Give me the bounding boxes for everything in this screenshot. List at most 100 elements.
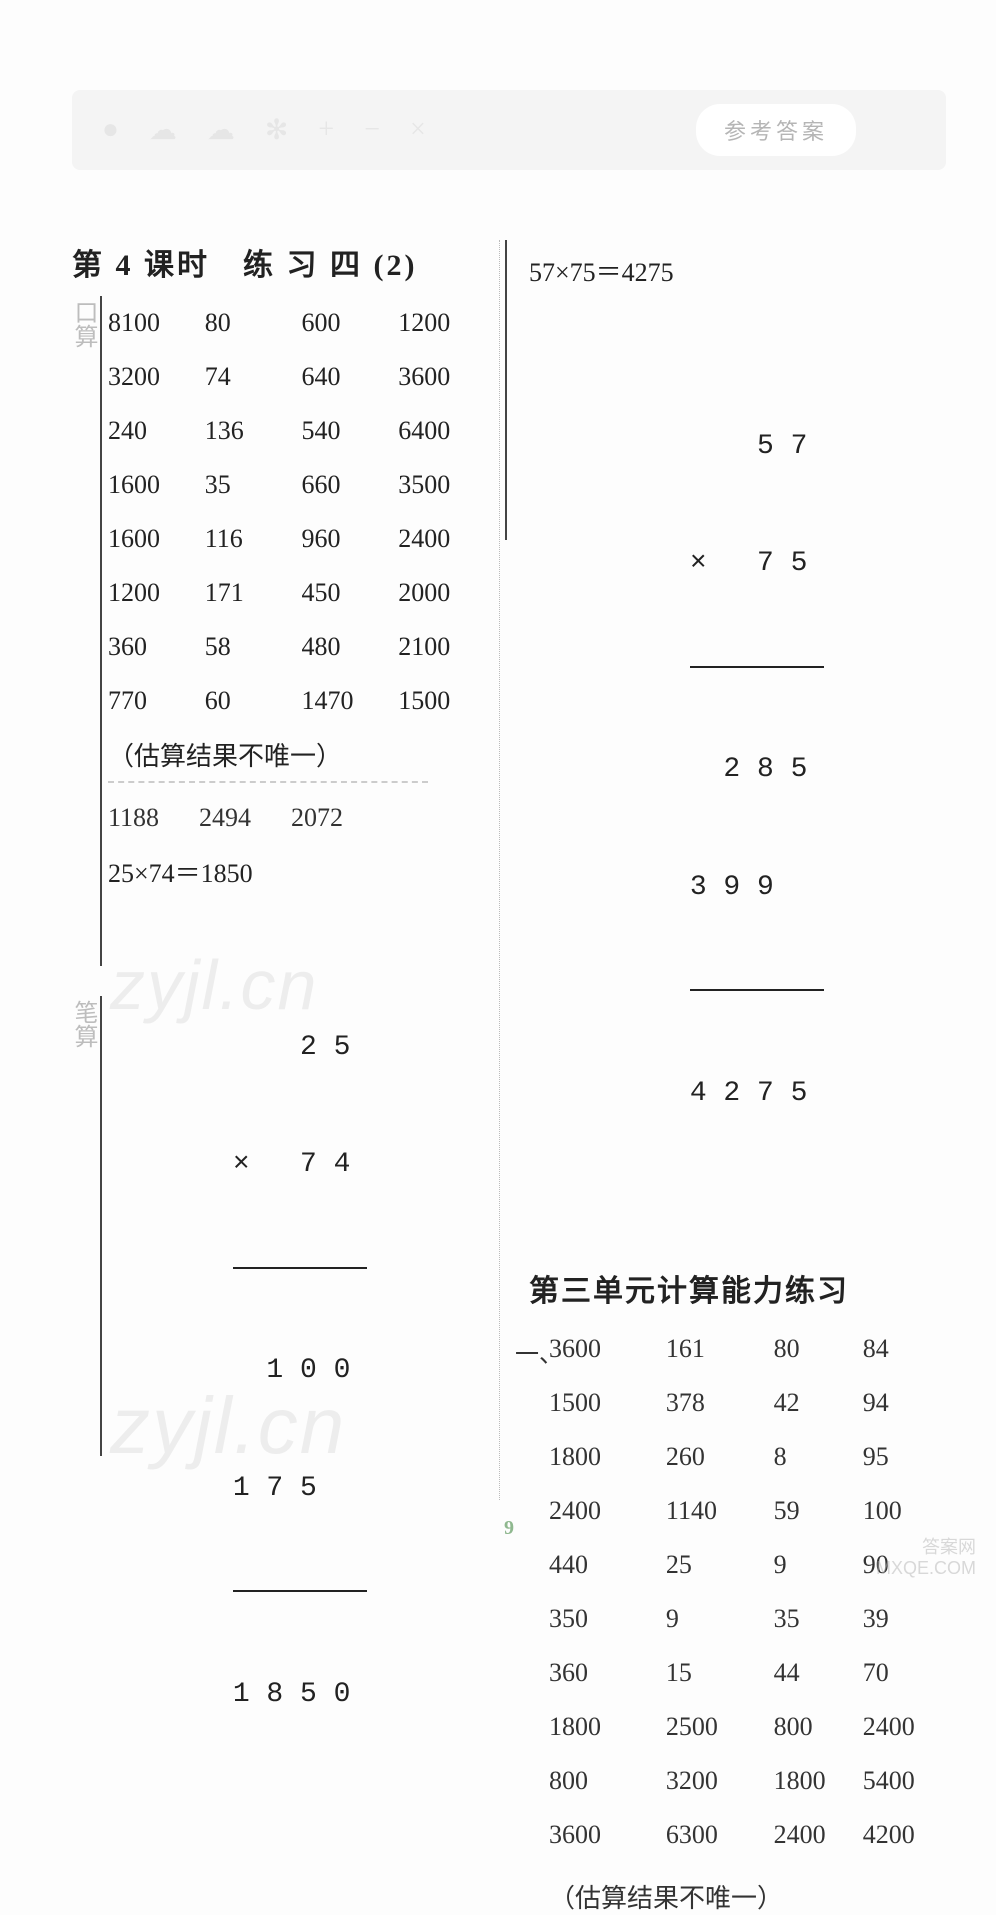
grid-cell: 1500 <box>398 686 489 716</box>
grid-cell: 1500 <box>549 1388 660 1418</box>
grid-cell: 80 <box>774 1334 857 1364</box>
grid-cell: 240 <box>108 416 199 446</box>
grid-cell: 94 <box>863 1388 946 1418</box>
grid-cell: 39 <box>863 1604 946 1634</box>
corner-wm-line: 答案网 <box>876 1537 976 1559</box>
column-divider <box>499 240 500 1500</box>
grid-cell: 360 <box>549 1658 660 1688</box>
header-pill: 参考答案 <box>696 104 856 156</box>
grid-cell: 5400 <box>863 1766 946 1796</box>
mult-top: 2 5 <box>233 1028 367 1067</box>
mult-line <box>690 989 824 991</box>
corner-watermark: 答案网 MXQE.COM <box>876 1537 976 1580</box>
mult-result: 4 2 7 5 <box>690 1074 824 1113</box>
grid-cell: 2400 <box>549 1496 660 1526</box>
bisuan-label: 笔算 <box>66 1000 101 1048</box>
bisuan-bar <box>100 996 102 1456</box>
grid-cell: 378 <box>666 1388 768 1418</box>
mult-times: × 7 4 <box>233 1145 367 1184</box>
grid-cell: 450 <box>302 578 393 608</box>
grid-cell: 1600 <box>108 470 199 500</box>
grid-cell: 3600 <box>549 1334 660 1364</box>
grid-cell: 2400 <box>863 1712 946 1742</box>
written-val: 2494 <box>199 803 251 833</box>
grid-cell: 1200 <box>108 578 199 608</box>
unit-title: 第三单元计算能力练习 <box>529 1266 946 1310</box>
cloud-icon: ☁ <box>149 113 177 147</box>
grid-cell: 35 <box>205 470 296 500</box>
long-mult-2: 5 7 × 7 5 2 8 5 3 9 9 4 2 7 5 <box>589 309 946 1230</box>
grid-cell: 80 <box>205 308 296 338</box>
snow-icon: ✻ <box>265 113 288 147</box>
grid-cell: 3600 <box>549 1820 660 1850</box>
right-column: 57×75＝4275 5 7 × 7 5 2 8 5 3 9 9 4 2 7 5… <box>499 240 946 1540</box>
mult-line <box>233 1267 367 1269</box>
grid-cell: 360 <box>108 632 199 662</box>
grid-cell: 1470 <box>302 686 393 716</box>
grid-cell: 660 <box>302 470 393 500</box>
mult-times: × 7 5 <box>690 544 824 583</box>
mult-line <box>690 666 824 668</box>
unit-grid: 3600161808415003784294180026089524001140… <box>549 1334 946 1850</box>
grid-cell: 171 <box>205 578 296 608</box>
grid-cell: 70 <box>863 1658 946 1688</box>
equation-2: 57×75＝4275 <box>529 252 946 289</box>
long-mult-1: 2 5 × 7 4 1 0 0 1 7 5 1 8 5 0 <box>132 910 489 1831</box>
grid-cell: 59 <box>774 1496 857 1526</box>
grid-cell: 15 <box>666 1658 768 1688</box>
grid-cell: 800 <box>774 1712 857 1742</box>
grid-cell: 1800 <box>774 1766 857 1796</box>
grid-cell: 2400 <box>774 1820 857 1850</box>
grid-cell: 25 <box>666 1550 768 1580</box>
mental-calc-grid: 8100806001200320074640360024013654064001… <box>108 308 489 716</box>
grid-cell: 260 <box>666 1442 768 1472</box>
grid-cell: 960 <box>302 524 393 554</box>
grid-cell: 161 <box>666 1334 768 1364</box>
grid-cell: 60 <box>205 686 296 716</box>
grid-cell: 136 <box>205 416 296 446</box>
grid-cell: 2400 <box>398 524 489 554</box>
times-icon: × <box>410 114 426 146</box>
grid-cell: 44 <box>774 1658 857 1688</box>
grid-cell: 3200 <box>108 362 199 392</box>
section-one-label: 一、 <box>515 1334 563 1369</box>
kousuan-label: 口算 <box>66 300 101 348</box>
eq2-bar <box>505 240 507 540</box>
grid-cell: 8 <box>774 1442 857 1472</box>
content-area: 第 4 课时 练 习 四 (2) 口算 81008060012003200746… <box>72 240 946 1540</box>
grid-cell: 3500 <box>398 470 489 500</box>
grid-cell: 350 <box>549 1604 660 1634</box>
left-column: 第 4 课时 练 习 四 (2) 口算 81008060012003200746… <box>72 240 499 1540</box>
estimate-note-2: （估算结果不唯一） <box>549 1878 946 1915</box>
written-val: 1188 <box>108 803 159 833</box>
grid-cell: 6400 <box>398 416 489 446</box>
mult-top: 5 7 <box>690 427 824 466</box>
plus-icon: + <box>318 114 334 146</box>
dot-icon: ● <box>102 114 119 146</box>
mult-line <box>233 1590 367 1592</box>
grid-cell: 6300 <box>666 1820 768 1850</box>
corner-wm-line: MXQE.COM <box>876 1558 976 1580</box>
mult-partial: 3 9 9 <box>690 868 824 907</box>
grid-cell: 42 <box>774 1388 857 1418</box>
mult-partial: 2 8 5 <box>690 750 824 789</box>
dashed-divider <box>108 781 428 783</box>
mult-result: 1 8 5 0 <box>233 1675 367 1714</box>
page-number: 9 <box>504 1517 514 1540</box>
grid-cell: 35 <box>774 1604 857 1634</box>
grid-cell: 480 <box>302 632 393 662</box>
grid-cell: 9 <box>774 1550 857 1580</box>
estimate-note: （估算结果不唯一） <box>108 736 489 773</box>
grid-cell: 1600 <box>108 524 199 554</box>
grid-cell: 1800 <box>549 1712 660 1742</box>
grid-cell: 2500 <box>666 1712 768 1742</box>
grid-cell: 1200 <box>398 308 489 338</box>
minus-icon: − <box>364 114 380 146</box>
grid-cell: 770 <box>108 686 199 716</box>
grid-cell: 9 <box>666 1604 768 1634</box>
grid-cell: 1140 <box>666 1496 768 1526</box>
header-banner: ● ☁ ☁ ✻ + − × 参考答案 <box>72 90 946 170</box>
grid-cell: 84 <box>863 1334 946 1364</box>
grid-cell: 440 <box>549 1550 660 1580</box>
written-val: 2072 <box>291 803 343 833</box>
